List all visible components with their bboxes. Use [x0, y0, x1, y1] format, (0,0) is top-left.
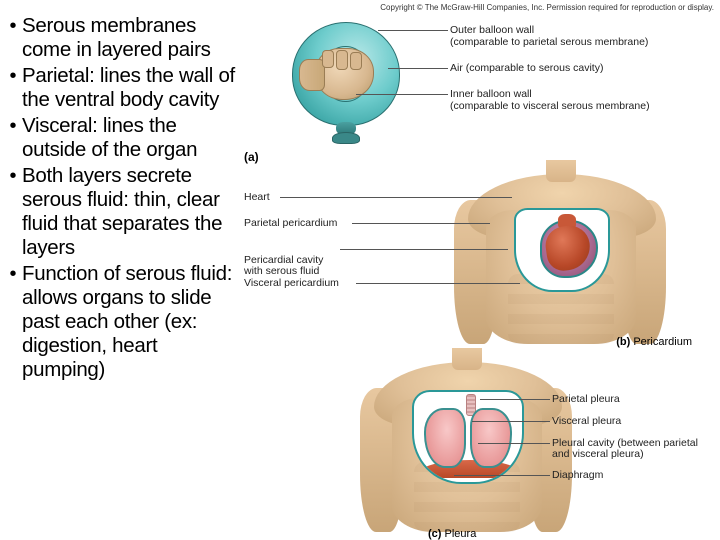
figure-c-caption: (c) Pleura [428, 528, 476, 540]
chest-cutaway [412, 390, 524, 484]
list-item: • Function of serous fluid: allows organ… [4, 262, 236, 382]
leader-line [378, 30, 448, 31]
caption-text: Pericardium [633, 336, 692, 348]
torso-body [450, 160, 670, 346]
figure-b-caption: (b) Pericardium [616, 336, 692, 348]
bullet-text: Visceral: lines the outside of the organ [22, 114, 236, 162]
lung-right [470, 408, 512, 468]
label-text: Pericardial cavity with serous fluid [244, 254, 323, 277]
label-parietal-pericardium: Parietal pericardium [244, 218, 337, 229]
label-text: Parietal pericardium [244, 217, 337, 229]
leader-line [480, 399, 550, 400]
label-text: Outer balloon wall (comparable to pariet… [450, 24, 648, 48]
caption-prefix: (c) [428, 528, 441, 540]
list-item: • Both layers secrete serous fluid: thin… [4, 164, 236, 260]
label-text: Inner balloon wall (comparable to viscer… [450, 88, 650, 112]
figure-a-balloon: (a) Outer balloon wall (comparable to pa… [240, 14, 718, 162]
leader-line [388, 68, 448, 69]
finger-icon [322, 50, 334, 68]
bullet-icon: • [4, 164, 22, 260]
bullet-text: Function of serous fluid: allows organs … [22, 262, 236, 382]
label-heart: Heart [244, 192, 270, 203]
label-inner-wall: Inner balloon wall (comparable to viscer… [450, 88, 710, 112]
text-panel: • Serous membranes come in layered pairs… [0, 0, 240, 540]
list-item: • Parietal: lines the wall of the ventra… [4, 64, 236, 112]
leader-line [472, 421, 550, 422]
label-outer-wall: Outer balloon wall (comparable to pariet… [450, 24, 700, 48]
caption-prefix: (b) [616, 336, 630, 348]
leader-line [356, 94, 448, 95]
bullet-icon: • [4, 262, 22, 382]
label-diaphragm: Diaphragm [552, 470, 603, 481]
leader-line [352, 223, 490, 224]
lung-left [424, 408, 466, 468]
finger-icon [336, 50, 348, 70]
figure-c-pleura: (c) Pleura Parietal pleura Visceral pleu… [240, 348, 718, 538]
balloon-tie [332, 132, 360, 144]
copyright-text: Copyright © The McGraw-Hill Companies, I… [380, 3, 714, 12]
torso-diagram: (b) Pericardium [410, 160, 710, 346]
leader-line [454, 475, 550, 476]
label-text: Visceral pericardium [244, 277, 339, 289]
caption-text: Pleura [445, 528, 477, 540]
label-pleural-cavity: Pleural cavity (between parietal and vis… [552, 438, 712, 460]
list-item: • Visceral: lines the outside of the org… [4, 114, 236, 162]
list-item: • Serous membranes come in layered pairs [4, 14, 236, 62]
label-text: Diaphragm [552, 469, 603, 481]
bullet-text: Serous membranes come in layered pairs [22, 14, 236, 62]
finger-icon [350, 52, 362, 70]
chest-cutaway [514, 208, 610, 292]
bullet-icon: • [4, 114, 22, 162]
label-air: Air (comparable to serous cavity) [450, 62, 700, 74]
bullet-icon: • [4, 64, 22, 112]
leader-line [280, 197, 512, 198]
label-text: Heart [244, 191, 270, 203]
bullet-icon: • [4, 14, 22, 62]
label-text: Parietal pleura [552, 393, 620, 405]
label-visceral-pericardium: Visceral pericardium [244, 278, 339, 289]
balloon-diagram [268, 20, 418, 152]
leader-line [356, 283, 520, 284]
neck [546, 160, 576, 182]
bullet-text: Parietal: lines the wall of the ventral … [22, 64, 236, 112]
leader-line [478, 443, 550, 444]
figure-b-pericardium: (b) Pericardium Heart Parietal pericardi… [240, 160, 718, 346]
label-text: Air (comparable to serous cavity) [450, 62, 603, 74]
label-text: Visceral pleura [552, 415, 621, 427]
label-parietal-pleura: Parietal pleura [552, 394, 620, 405]
label-visceral-pleura: Visceral pleura [552, 416, 621, 427]
leader-line [340, 249, 508, 250]
torso-body [356, 348, 576, 534]
bullet-text: Both layers secrete serous fluid: thin, … [22, 164, 236, 260]
figure-panel: Copyright © The McGraw-Hill Companies, I… [240, 0, 720, 540]
neck [452, 348, 482, 370]
label-text: Pleural cavity (between parietal and vis… [552, 437, 698, 460]
bullet-list: • Serous membranes come in layered pairs… [4, 14, 236, 382]
